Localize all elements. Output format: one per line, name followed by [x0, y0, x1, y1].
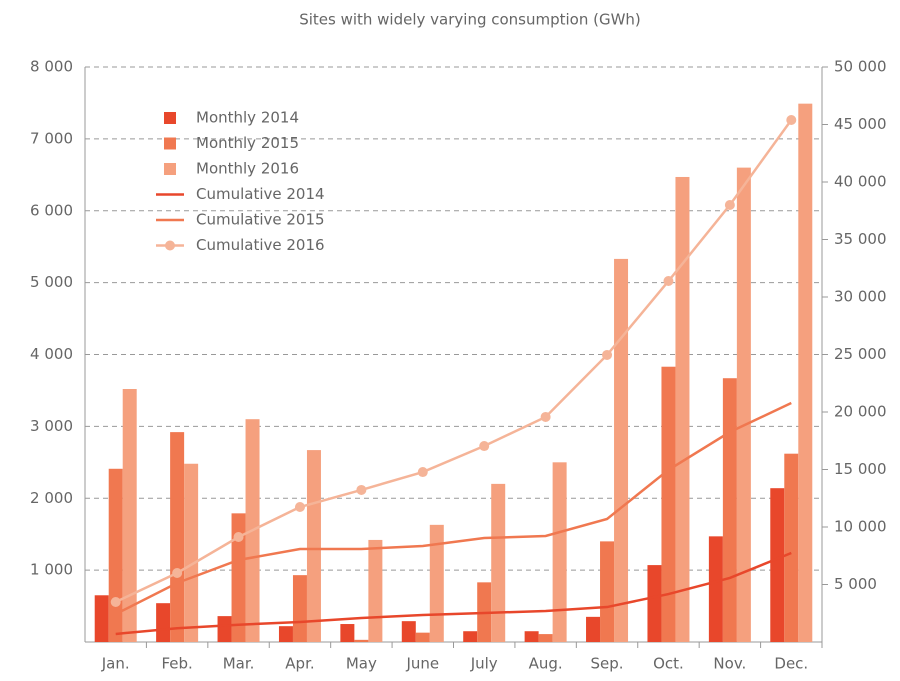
- bar: [538, 634, 553, 642]
- marker: [663, 276, 674, 287]
- bar: [647, 565, 662, 642]
- bar: [156, 603, 171, 642]
- legend-label: Cumulative 2014: [196, 185, 325, 203]
- y2-tick-label: 25 000: [834, 345, 887, 363]
- chart-title: Sites with widely varying consumption (G…: [299, 11, 641, 29]
- bar: [429, 524, 444, 642]
- x-tick-label: Mar.: [223, 655, 255, 673]
- y2-tick-label: 35 000: [834, 230, 887, 248]
- bar: [340, 624, 355, 642]
- bar: [798, 103, 813, 642]
- y-tick-label: 2 000: [30, 489, 73, 507]
- y-tick-label: 4 000: [30, 345, 73, 363]
- x-tick-label: Apr.: [285, 655, 314, 673]
- bar: [278, 626, 293, 642]
- bar: [770, 488, 785, 642]
- legend-label: Monthly 2015: [196, 134, 299, 152]
- bar: [524, 631, 539, 642]
- bar: [231, 513, 246, 642]
- y2-tick-label: 20 000: [834, 403, 887, 421]
- bar: [675, 176, 690, 642]
- x-tick-label: Nov.: [713, 655, 746, 673]
- x-tick-label: Dec.: [774, 655, 808, 673]
- legend-swatch: [164, 163, 176, 175]
- bar: [600, 541, 615, 642]
- marker: [233, 532, 244, 543]
- y2-tick-label: 15 000: [834, 460, 887, 478]
- x-tick-label: Aug.: [529, 655, 563, 673]
- x-tick-label: Feb.: [161, 655, 192, 673]
- bar: [661, 366, 676, 642]
- bar: [708, 536, 723, 642]
- marker: [356, 484, 367, 495]
- legend-label: Monthly 2016: [196, 160, 299, 178]
- marker: [294, 501, 305, 512]
- bar: [552, 462, 567, 642]
- bar: [354, 639, 369, 642]
- x-tick-label: Sep.: [591, 655, 624, 673]
- bar: [217, 616, 232, 642]
- legend-label: Cumulative 2016: [196, 236, 325, 254]
- marker: [540, 411, 551, 422]
- bar: [184, 463, 199, 642]
- bar: [108, 468, 123, 642]
- legend-label: Monthly 2014: [196, 109, 299, 127]
- legend-swatch: [164, 112, 176, 124]
- bar: [784, 453, 799, 642]
- y2-tick-label: 30 000: [834, 288, 887, 306]
- bar: [463, 631, 478, 642]
- bar: [306, 450, 321, 642]
- x-tick-label: Jan.: [101, 655, 130, 673]
- marker: [602, 349, 613, 360]
- x-tick-label: July: [470, 655, 498, 673]
- marker: [172, 568, 183, 578]
- legend-marker: [165, 240, 175, 251]
- bar: [122, 389, 137, 642]
- y-tick-label: 3 000: [30, 417, 73, 435]
- y-tick-label: 6 000: [30, 201, 73, 219]
- line: [115, 551, 792, 636]
- bar: [722, 378, 737, 642]
- x-tick-label: May: [346, 655, 377, 673]
- bar: [170, 432, 185, 642]
- marker: [724, 200, 735, 210]
- bar: [614, 258, 629, 642]
- marker: [786, 115, 797, 126]
- bar: [368, 539, 383, 642]
- y-tick-label: 1 000: [30, 561, 73, 579]
- y-tick-label: 7 000: [30, 129, 73, 147]
- bar: [491, 483, 506, 642]
- marker: [417, 467, 428, 478]
- bar: [401, 621, 416, 642]
- bar: [94, 595, 109, 642]
- y-tick-label: 8 000: [30, 58, 73, 76]
- y2-tick-label: 50 000: [834, 58, 887, 76]
- y2-tick-label: 10 000: [834, 518, 887, 536]
- bar: [415, 632, 430, 642]
- marker: [110, 596, 121, 607]
- x-tick-label: June: [405, 655, 439, 673]
- y-tick-label: 5 000: [30, 273, 73, 291]
- line: [115, 119, 793, 604]
- line: [115, 401, 792, 616]
- legend-label: Cumulative 2015: [196, 211, 325, 229]
- x-tick-label: Oct.: [653, 655, 684, 673]
- bar: [292, 575, 307, 642]
- bar: [736, 167, 751, 642]
- y2-tick-label: 5 000: [834, 575, 877, 593]
- bar: [586, 616, 601, 642]
- y2-tick-label: 40 000: [834, 173, 887, 191]
- legend-swatch: [164, 137, 176, 150]
- y2-tick-label: 45 000: [834, 115, 887, 133]
- marker: [479, 441, 490, 452]
